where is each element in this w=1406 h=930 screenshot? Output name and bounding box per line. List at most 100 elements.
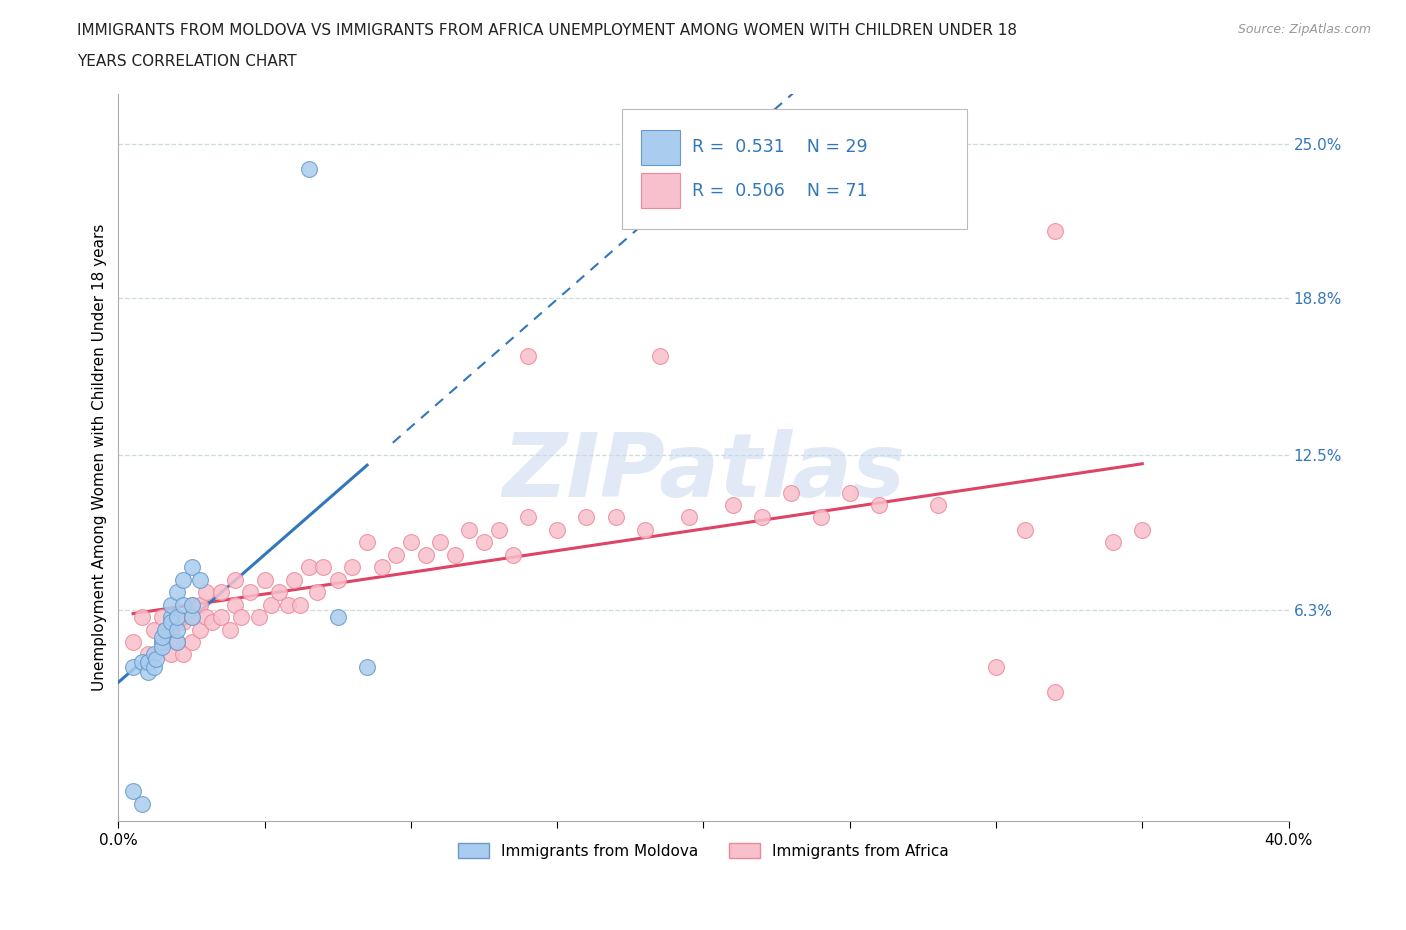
Point bbox=[429, 535, 451, 550]
Point bbox=[166, 622, 188, 637]
Point bbox=[288, 597, 311, 612]
Point bbox=[399, 535, 422, 550]
Point bbox=[209, 585, 232, 600]
Point bbox=[160, 647, 183, 662]
Text: ZIPatlas: ZIPatlas bbox=[502, 429, 905, 516]
Point bbox=[1043, 684, 1066, 699]
Point bbox=[575, 510, 598, 525]
Point bbox=[142, 647, 165, 662]
Point bbox=[122, 634, 145, 649]
Point bbox=[131, 796, 153, 811]
Point bbox=[166, 634, 188, 649]
Point bbox=[145, 652, 167, 667]
Text: Source: ZipAtlas.com: Source: ZipAtlas.com bbox=[1237, 23, 1371, 36]
Point bbox=[166, 610, 188, 625]
Point bbox=[195, 610, 218, 625]
Point bbox=[239, 585, 262, 600]
Point bbox=[160, 597, 183, 612]
Point bbox=[297, 560, 319, 575]
Point bbox=[277, 597, 299, 612]
Point bbox=[648, 348, 671, 363]
Point bbox=[253, 572, 276, 587]
Point bbox=[150, 640, 173, 655]
Point bbox=[166, 610, 188, 625]
Point bbox=[224, 572, 246, 587]
Point bbox=[1130, 523, 1153, 538]
Point bbox=[180, 597, 202, 612]
Text: YEARS CORRELATION CHART: YEARS CORRELATION CHART bbox=[77, 54, 297, 69]
Point bbox=[927, 498, 949, 512]
Point bbox=[166, 634, 188, 649]
Bar bbox=[641, 129, 681, 165]
Y-axis label: Unemployment Among Women with Children Under 18 years: Unemployment Among Women with Children U… bbox=[93, 224, 107, 691]
Point bbox=[259, 597, 281, 612]
Point bbox=[838, 485, 860, 500]
Point bbox=[810, 510, 832, 525]
Point bbox=[150, 630, 173, 644]
Point bbox=[678, 510, 700, 525]
Point bbox=[172, 597, 194, 612]
Point bbox=[172, 647, 194, 662]
Point bbox=[201, 615, 224, 630]
Point bbox=[517, 348, 540, 363]
Point bbox=[166, 585, 188, 600]
Point bbox=[247, 610, 270, 625]
Point bbox=[224, 597, 246, 612]
Point bbox=[122, 659, 145, 674]
Point bbox=[326, 610, 349, 625]
Point bbox=[180, 634, 202, 649]
Point bbox=[488, 523, 510, 538]
Point bbox=[136, 655, 159, 670]
Point bbox=[150, 634, 173, 649]
Point bbox=[150, 610, 173, 625]
Point bbox=[721, 498, 744, 512]
Point bbox=[385, 548, 408, 563]
Point bbox=[751, 510, 773, 525]
Point bbox=[122, 784, 145, 799]
Point bbox=[312, 560, 335, 575]
Point bbox=[326, 572, 349, 587]
Point bbox=[180, 610, 202, 625]
Point bbox=[1014, 523, 1036, 538]
Point bbox=[172, 572, 194, 587]
Point bbox=[180, 560, 202, 575]
Point bbox=[269, 585, 291, 600]
Point bbox=[188, 597, 211, 612]
Point bbox=[150, 634, 173, 649]
Point bbox=[218, 622, 240, 637]
Point bbox=[370, 560, 392, 575]
Point bbox=[131, 610, 153, 625]
Point bbox=[780, 485, 803, 500]
Bar bbox=[641, 173, 681, 208]
Point bbox=[502, 548, 524, 563]
Point bbox=[188, 572, 211, 587]
Point bbox=[1043, 223, 1066, 238]
Point bbox=[297, 161, 319, 176]
Point bbox=[1102, 535, 1125, 550]
Point bbox=[283, 572, 305, 587]
Point bbox=[180, 597, 202, 612]
Point bbox=[415, 548, 437, 563]
FancyBboxPatch shape bbox=[621, 109, 967, 229]
Legend: Immigrants from Moldova, Immigrants from Africa: Immigrants from Moldova, Immigrants from… bbox=[453, 836, 955, 865]
Point bbox=[188, 622, 211, 637]
Point bbox=[136, 664, 159, 679]
Point bbox=[458, 523, 481, 538]
Point bbox=[195, 585, 218, 600]
Point bbox=[546, 523, 568, 538]
Point bbox=[142, 659, 165, 674]
Point bbox=[231, 610, 253, 625]
Point bbox=[136, 647, 159, 662]
Text: R =  0.506    N = 71: R = 0.506 N = 71 bbox=[692, 181, 868, 200]
Text: R =  0.531    N = 29: R = 0.531 N = 29 bbox=[692, 139, 868, 156]
Point bbox=[172, 615, 194, 630]
Point bbox=[605, 510, 627, 525]
Point bbox=[517, 510, 540, 525]
Point bbox=[444, 548, 467, 563]
Point bbox=[356, 659, 378, 674]
Point bbox=[209, 610, 232, 625]
Point bbox=[356, 535, 378, 550]
Point bbox=[160, 615, 183, 630]
Point bbox=[868, 498, 890, 512]
Point bbox=[160, 610, 183, 625]
